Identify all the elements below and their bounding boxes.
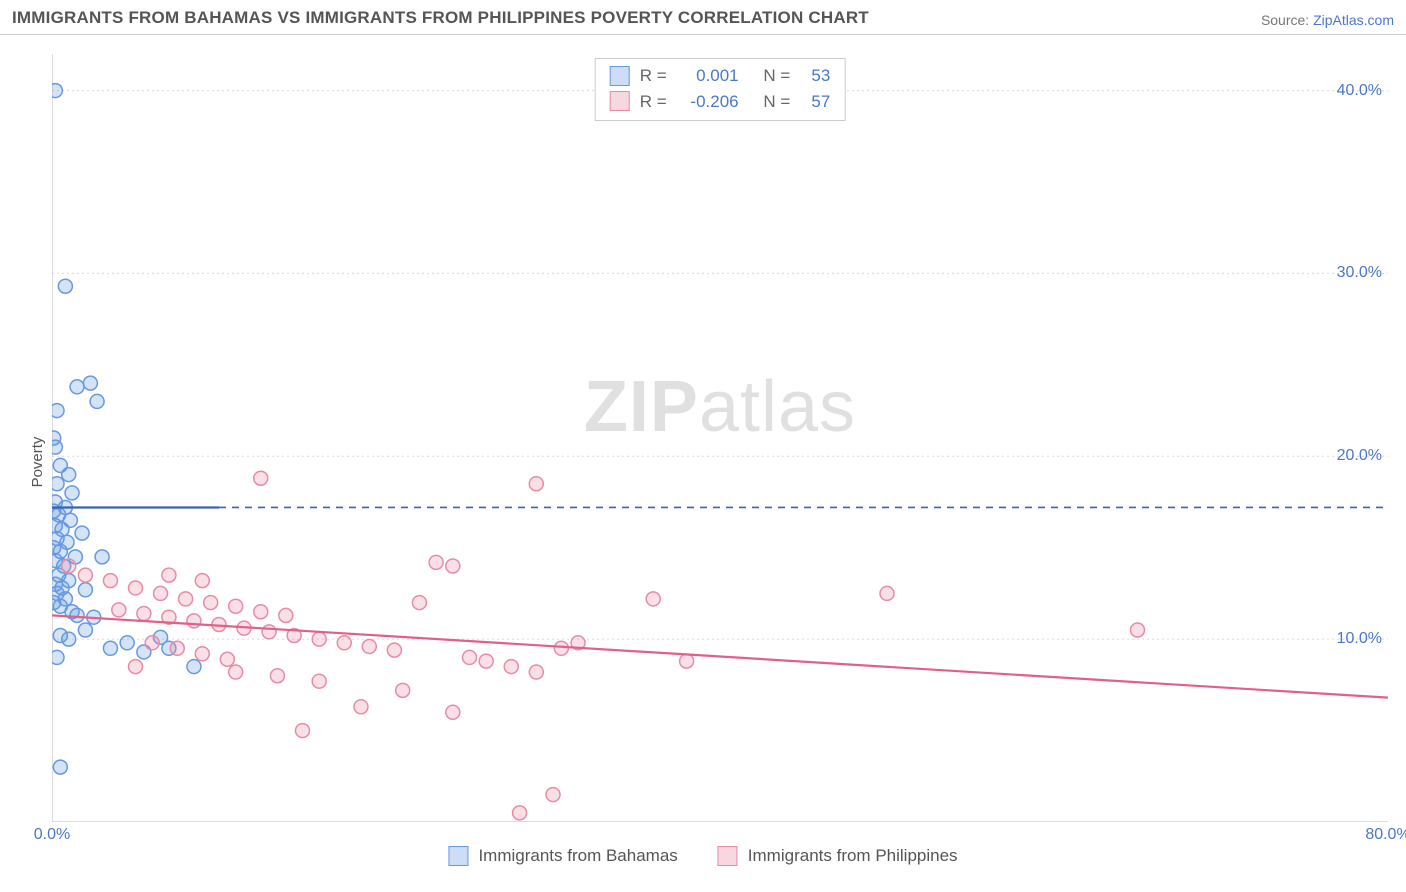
y-tick-label: 40.0% [1337, 82, 1382, 100]
r-label: R = [640, 63, 667, 89]
n-label: N = [763, 89, 790, 115]
y-tick-label: 20.0% [1337, 447, 1382, 465]
x-tick-label: 0.0% [34, 826, 70, 844]
source-link[interactable]: ZipAtlas.com [1313, 12, 1394, 28]
r-value-bahamas: 0.001 [677, 63, 739, 89]
stats-row-bahamas: R = 0.001 N = 53 [610, 63, 831, 89]
bottom-legend: Immigrants from Bahamas Immigrants from … [448, 846, 957, 866]
legend-label-bahamas: Immigrants from Bahamas [478, 846, 677, 866]
n-value-philippines: 57 [800, 89, 830, 115]
legend-item-philippines: Immigrants from Philippines [718, 846, 958, 866]
x-tick-label: 80.0% [1365, 826, 1406, 844]
source-label: Source: [1261, 12, 1309, 28]
y-tick-label: 10.0% [1337, 630, 1382, 648]
stats-legend: R = 0.001 N = 53 R = -0.206 N = 57 [595, 58, 846, 121]
chart-header: IMMIGRANTS FROM BAHAMAS VS IMMIGRANTS FR… [0, 0, 1406, 35]
source-attribution: Source: ZipAtlas.com [1261, 12, 1394, 28]
plot-area: ZIPatlas R = 0.001 N = 53 R = -0.206 N =… [52, 54, 1388, 822]
legend-swatch-philippines [718, 846, 738, 866]
legend-item-bahamas: Immigrants from Bahamas [448, 846, 677, 866]
chart-svg [52, 54, 1388, 822]
n-value-bahamas: 53 [800, 63, 830, 89]
r-label: R = [640, 89, 667, 115]
n-label: N = [763, 63, 790, 89]
swatch-philippines [610, 91, 630, 111]
legend-swatch-bahamas [448, 846, 468, 866]
chart-title: IMMIGRANTS FROM BAHAMAS VS IMMIGRANTS FR… [12, 8, 869, 28]
swatch-bahamas [610, 66, 630, 86]
stats-row-philippines: R = -0.206 N = 57 [610, 89, 831, 115]
r-value-philippines: -0.206 [677, 89, 739, 115]
y-tick-label: 30.0% [1337, 264, 1382, 282]
y-axis-label: Poverty [29, 437, 46, 488]
legend-label-philippines: Immigrants from Philippines [748, 846, 958, 866]
plot-container: Poverty ZIPatlas R = 0.001 N = 53 R = -0… [18, 54, 1388, 870]
